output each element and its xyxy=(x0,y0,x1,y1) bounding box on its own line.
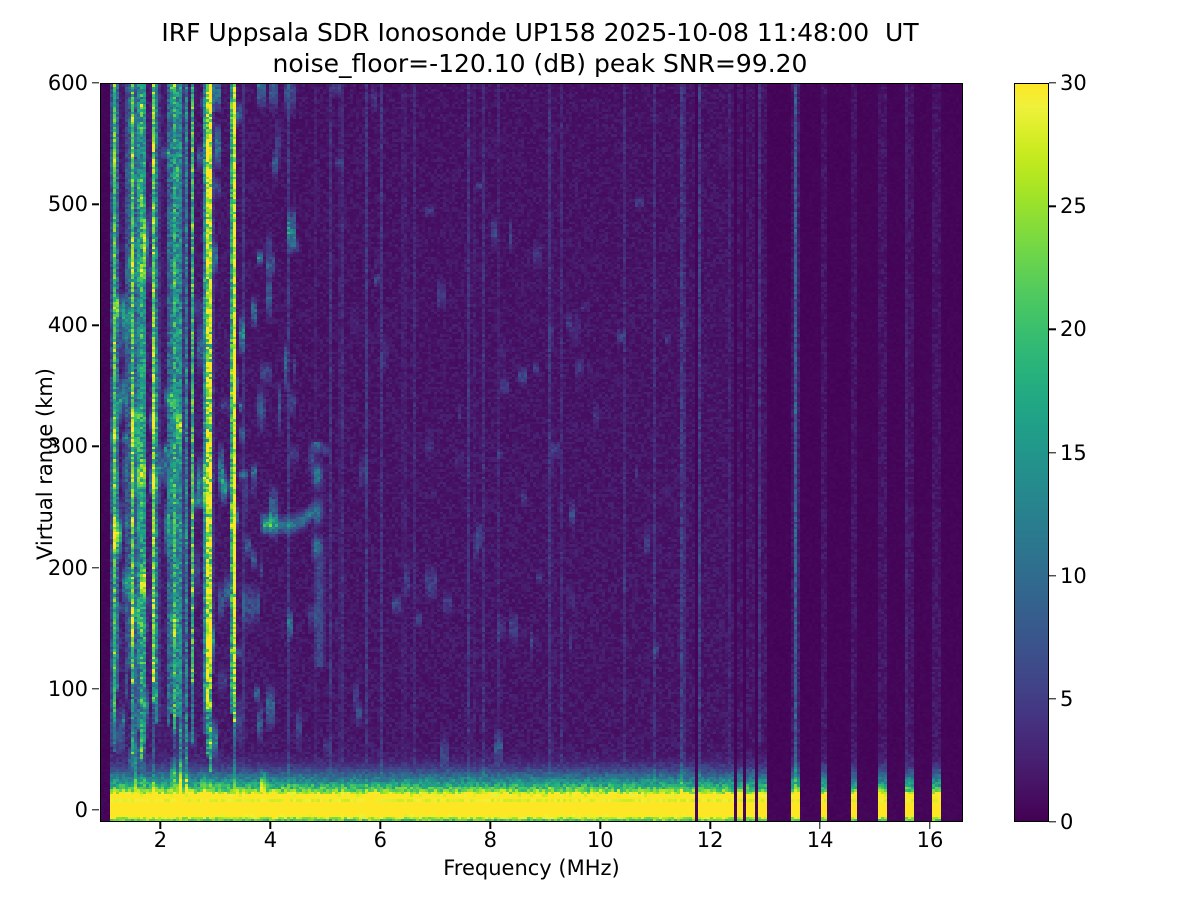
y-tick-mark xyxy=(92,324,99,326)
colorbar-tick-mark xyxy=(1049,451,1056,454)
ionogram-plot-area[interactable] xyxy=(100,83,963,822)
colorbar-tick-label: 25 xyxy=(1060,194,1087,219)
colorbar-tick-mark xyxy=(1049,205,1056,207)
colorbar-tick-mark xyxy=(1049,574,1056,577)
colorbar-gradient xyxy=(1015,84,1048,821)
x-tick-label: 4 xyxy=(263,828,278,852)
x-tick-label: 14 xyxy=(806,828,834,852)
colorbar-tick-label: 0 xyxy=(1060,810,1074,834)
y-tick-label: 200 xyxy=(47,555,88,580)
x-tick-mark xyxy=(269,822,272,829)
x-tick-mark xyxy=(489,822,491,829)
y-tick-mark xyxy=(92,203,99,205)
colorbar-tick-mark xyxy=(1049,821,1056,823)
x-tick-label: 10 xyxy=(586,828,614,852)
title-line-1: IRF Uppsala SDR Ionosonde UP158 2025-10-… xyxy=(161,18,919,47)
title-line-2: noise_floor=-120.10 (dB) peak SNR=99.20 xyxy=(272,48,808,78)
x-tick-label: 6 xyxy=(373,828,388,852)
x-tick-mark xyxy=(159,822,162,829)
x-tick-label: 2 xyxy=(153,828,168,852)
colorbar-tick-mark xyxy=(1049,698,1056,700)
y-tick-label: 600 xyxy=(47,71,88,95)
colorbar-tick-label: 15 xyxy=(1060,440,1087,465)
colorbar-tick-label: 20 xyxy=(1060,317,1087,342)
y-tick-mark xyxy=(92,566,99,569)
x-tick-label: 12 xyxy=(696,828,724,852)
colorbar-tick-mark xyxy=(1049,328,1056,331)
x-tick-mark xyxy=(599,822,601,829)
x-tick-mark xyxy=(379,822,382,829)
x-tick-mark xyxy=(929,822,931,829)
y-tick-mark xyxy=(92,82,99,84)
y-tick-mark xyxy=(92,688,99,690)
x-tick-label: 8 xyxy=(483,828,497,852)
y-tick-label: 500 xyxy=(47,192,88,217)
x-tick-mark xyxy=(819,822,821,829)
ionogram-heatmap[interactable] xyxy=(101,84,962,821)
y-tick-label: 300 xyxy=(47,434,88,459)
y-tick-mark xyxy=(92,445,99,448)
colorbar-tick-mark xyxy=(1049,82,1056,84)
colorbar[interactable] xyxy=(1014,83,1049,822)
colorbar-tick-label: 30 xyxy=(1060,71,1087,95)
figure-title: IRF Uppsala SDR Ionosonde UP158 2025-10-… xyxy=(0,18,1080,79)
x-axis-label: Frequency (MHz) xyxy=(443,856,620,880)
x-tick-mark xyxy=(709,822,711,829)
colorbar-tick-label: 10 xyxy=(1060,563,1087,588)
y-tick-label: 400 xyxy=(47,313,88,338)
y-tick-label: 0 xyxy=(74,797,88,822)
colorbar-tick-label: 5 xyxy=(1060,686,1074,711)
x-tick-label: 16 xyxy=(916,828,944,852)
y-tick-label: 100 xyxy=(47,676,88,701)
y-tick-mark xyxy=(92,809,99,811)
